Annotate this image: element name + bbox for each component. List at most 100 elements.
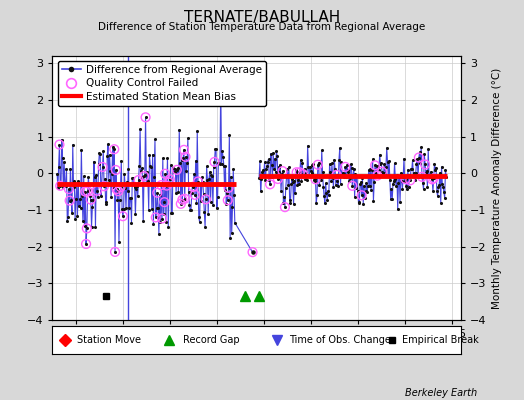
Point xyxy=(135,162,144,169)
Text: Time of Obs. Change: Time of Obs. Change xyxy=(289,335,391,345)
Point xyxy=(411,176,419,183)
Point xyxy=(429,188,437,195)
Point xyxy=(183,160,191,166)
Point xyxy=(398,186,407,192)
Point xyxy=(210,159,219,165)
Point xyxy=(95,150,104,156)
Point xyxy=(86,196,95,203)
Point xyxy=(110,146,118,152)
Point xyxy=(332,182,340,188)
Point xyxy=(82,241,90,247)
Point xyxy=(72,181,81,188)
Point xyxy=(209,201,217,208)
Point xyxy=(199,191,208,197)
Point xyxy=(169,164,177,171)
Point xyxy=(397,170,405,176)
Point xyxy=(110,183,118,190)
Point xyxy=(84,174,93,180)
Point xyxy=(80,223,89,229)
Point xyxy=(199,179,207,185)
Point xyxy=(170,168,178,175)
Point xyxy=(427,172,435,179)
Point xyxy=(348,183,356,189)
Point xyxy=(338,171,346,178)
Point xyxy=(105,176,113,183)
Point xyxy=(265,176,274,183)
Point xyxy=(388,196,397,202)
Point xyxy=(359,200,367,207)
Point xyxy=(91,224,100,230)
Point xyxy=(418,174,426,180)
Point xyxy=(373,162,381,169)
Point xyxy=(268,174,277,180)
Point xyxy=(344,169,353,176)
Point xyxy=(399,174,407,180)
Point xyxy=(223,190,231,196)
Point xyxy=(100,183,108,190)
Point xyxy=(205,176,213,182)
Point xyxy=(225,132,234,138)
Point xyxy=(379,169,388,176)
Point xyxy=(357,192,366,198)
Point xyxy=(170,169,179,175)
Point xyxy=(62,166,71,172)
Point xyxy=(138,173,147,180)
Point xyxy=(150,174,158,180)
Point xyxy=(114,188,123,194)
Point xyxy=(106,168,115,175)
Point xyxy=(353,172,361,179)
Point xyxy=(373,172,381,179)
Point xyxy=(292,167,300,173)
Point xyxy=(97,193,105,200)
Point xyxy=(160,199,169,205)
Point xyxy=(79,218,87,225)
Point xyxy=(279,200,288,206)
Point xyxy=(176,160,184,166)
Point xyxy=(203,177,212,184)
Point xyxy=(92,172,101,178)
Point xyxy=(221,163,230,169)
Point xyxy=(392,183,400,189)
Point xyxy=(191,192,199,198)
Point xyxy=(332,172,341,178)
Point xyxy=(157,182,166,188)
Point xyxy=(148,151,157,158)
Point xyxy=(127,219,136,226)
Point xyxy=(227,174,235,180)
Point xyxy=(380,161,389,167)
Point xyxy=(181,196,189,202)
Point xyxy=(139,218,147,225)
Point xyxy=(115,239,123,246)
Point xyxy=(219,154,227,160)
Point xyxy=(196,181,204,187)
Point xyxy=(186,207,194,213)
Point xyxy=(58,155,67,162)
Point xyxy=(358,175,367,182)
Point xyxy=(303,177,311,184)
Point xyxy=(291,190,299,196)
Point xyxy=(82,241,90,247)
Point xyxy=(102,199,110,205)
Point xyxy=(55,141,63,148)
Point xyxy=(422,168,431,174)
Point xyxy=(119,206,128,212)
Point xyxy=(284,181,292,188)
Point xyxy=(198,174,206,180)
Point xyxy=(278,168,287,174)
Point xyxy=(153,190,161,196)
Point xyxy=(173,167,181,173)
Point xyxy=(90,158,98,165)
Point xyxy=(347,165,356,172)
Point xyxy=(356,181,364,188)
Point xyxy=(121,185,129,191)
Point xyxy=(357,179,365,186)
Point xyxy=(266,181,274,188)
Point xyxy=(126,195,135,201)
Point xyxy=(212,146,220,152)
Point xyxy=(211,146,220,152)
Point xyxy=(105,152,114,158)
Point xyxy=(177,201,185,207)
Point xyxy=(140,173,148,179)
Text: Empirical Break: Empirical Break xyxy=(402,335,478,345)
Point xyxy=(216,80,225,87)
